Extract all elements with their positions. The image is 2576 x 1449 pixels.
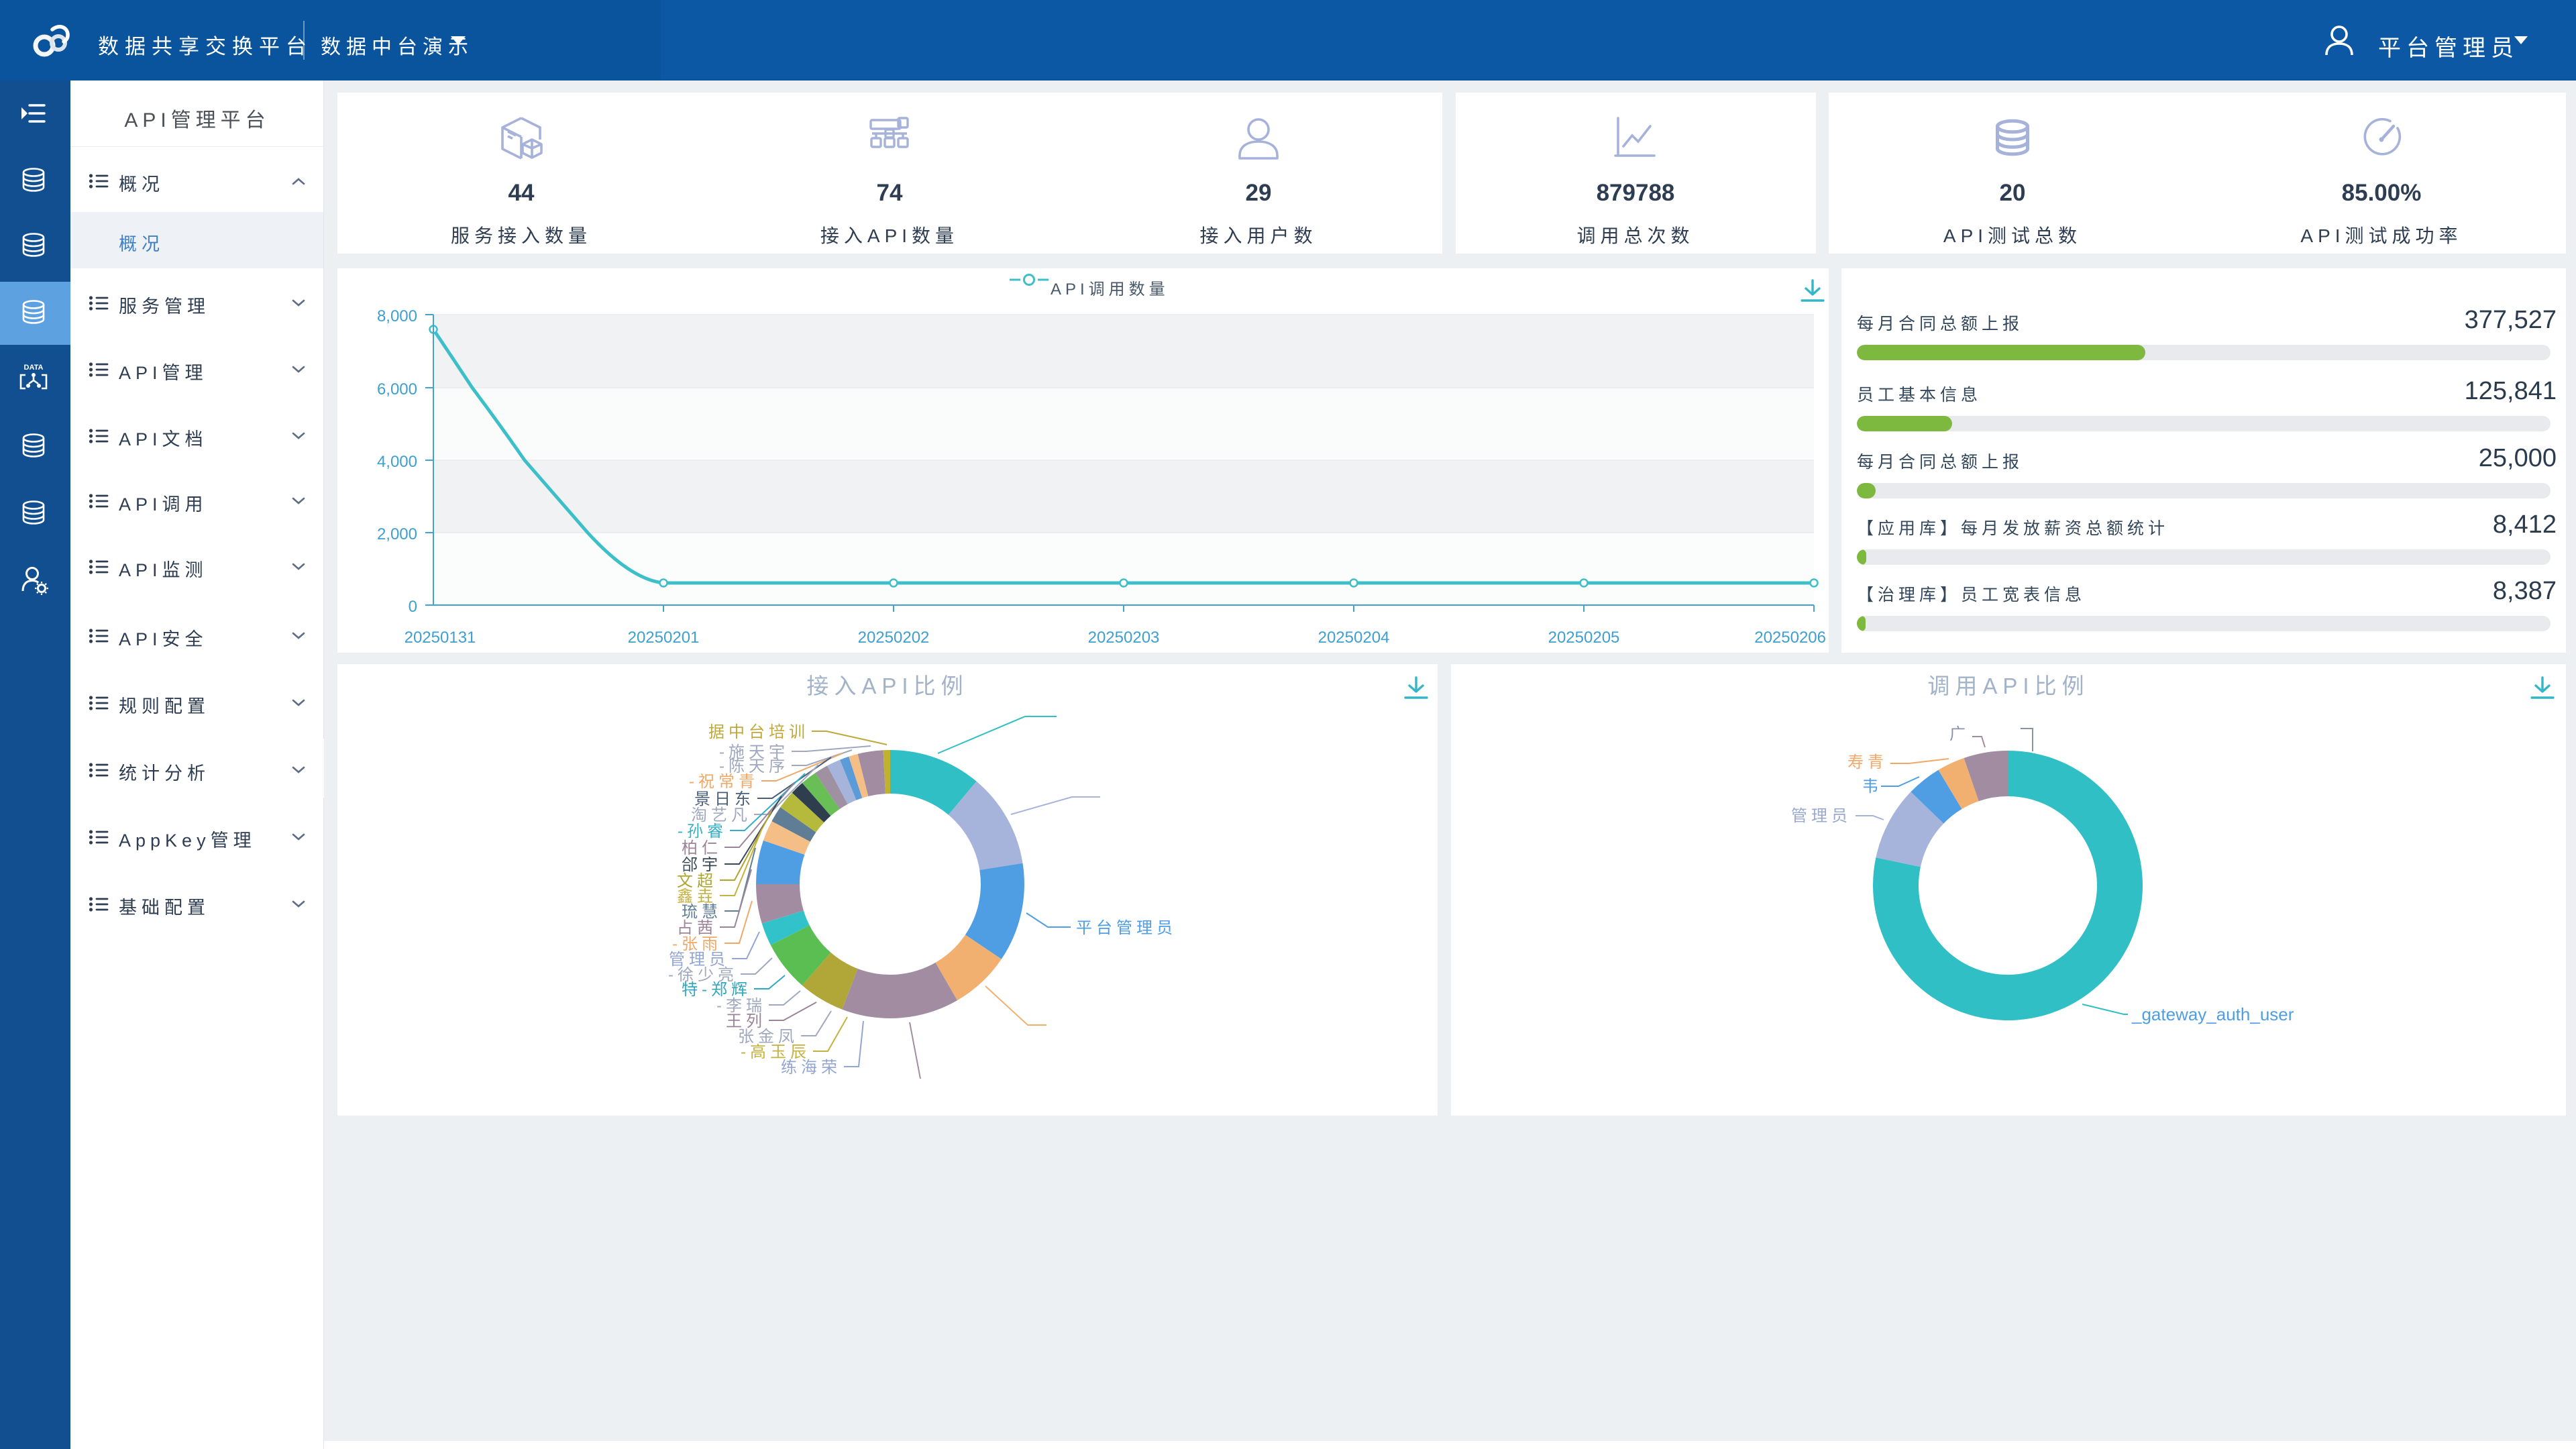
svg-text:-陈天序: -陈天序 [719, 757, 789, 775]
svg-text:特-郑辉: 特-郑辉 [682, 981, 751, 999]
svg-text:6,000: 6,000 [377, 380, 417, 398]
svg-text:-施天宇: -施天宇 [719, 743, 789, 761]
svg-text:_gateway_auth_user: _gateway_auth_user [2131, 1004, 2294, 1024]
svg-text:0: 0 [409, 598, 417, 616]
svg-text:据中台培训: 据中台培训 [708, 723, 809, 741]
svg-text:淘艺凡: 淘艺凡 [691, 806, 751, 824]
svg-text:DATA: DATA [24, 364, 44, 372]
svg-text:20250131: 20250131 [405, 629, 476, 647]
svg-text:8,000: 8,000 [377, 307, 417, 325]
svg-text:景日东: 景日东 [694, 790, 755, 808]
svg-text:-祝常青: -祝常青 [689, 773, 759, 791]
svg-text:20250205: 20250205 [1548, 629, 1620, 647]
svg-text:-李瑞: -李瑞 [716, 997, 766, 1015]
svg-text:20250202: 20250202 [858, 629, 930, 647]
svg-text:占茜: 占茜 [677, 919, 717, 937]
svg-text:4,000: 4,000 [377, 453, 417, 471]
svg-text:广: 广 [1949, 725, 1966, 743]
svg-text:-孙睿: -孙睿 [678, 822, 727, 841]
svg-text:文超: 文超 [677, 872, 717, 890]
svg-text:2,000: 2,000 [377, 525, 417, 543]
svg-text:寿青: 寿青 [1847, 753, 1888, 771]
svg-text:管理员: 管理员 [669, 951, 729, 969]
svg-text:韦: 韦 [1862, 777, 1878, 796]
svg-text:管理员: 管理员 [1791, 807, 1851, 825]
svg-text:张金凤: 张金凤 [738, 1028, 798, 1046]
svg-text:20250206: 20250206 [1754, 629, 1826, 647]
svg-text:郃宇: 郃宇 [682, 856, 722, 874]
svg-text:平台管理员: 平台管理员 [1076, 919, 1177, 937]
svg-text:-徐少亮: -徐少亮 [668, 966, 738, 984]
svg-text:20250203: 20250203 [1088, 629, 1160, 647]
svg-text:20250204: 20250204 [1318, 629, 1390, 647]
svg-text:王列: 王列 [726, 1012, 766, 1030]
svg-text:练海荣: 练海荣 [781, 1059, 841, 1077]
svg-text:柏仁: 柏仁 [682, 839, 722, 857]
svg-text:-高玉辰: -高玉辰 [741, 1043, 810, 1061]
svg-text:20250201: 20250201 [628, 629, 700, 647]
svg-text:-张雨: -张雨 [672, 935, 722, 953]
svg-text:鑫垚: 鑫垚 [677, 888, 717, 906]
svg-text:琉慧: 琉慧 [682, 903, 722, 921]
